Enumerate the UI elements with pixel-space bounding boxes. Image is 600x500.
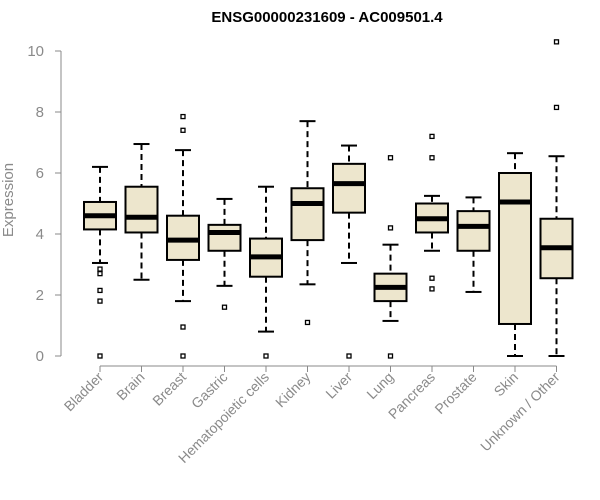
y-tick-label: 2 bbox=[36, 287, 44, 304]
box-gastric bbox=[207, 197, 242, 310]
outlier-point bbox=[97, 270, 103, 277]
outlier-point bbox=[553, 39, 560, 45]
y-tick-label: 4 bbox=[36, 226, 44, 243]
x-tick-label: Bladder bbox=[61, 369, 107, 415]
box-skin bbox=[498, 152, 532, 357]
outlier-point bbox=[97, 298, 103, 304]
box-hematopoietic-cells bbox=[249, 185, 283, 359]
box-iqr bbox=[290, 187, 325, 242]
x-tick-label: Brain bbox=[113, 369, 147, 403]
box-iqr bbox=[456, 210, 491, 252]
box-kidney bbox=[290, 120, 325, 326]
outlier-point bbox=[304, 319, 311, 326]
x-tick-label: Prostate bbox=[431, 369, 479, 417]
outlier-point bbox=[429, 133, 435, 140]
x-tick-label: Liver bbox=[322, 369, 355, 402]
box-prostate bbox=[456, 196, 491, 293]
box-pancreas bbox=[415, 133, 449, 292]
box-iqr bbox=[332, 162, 366, 214]
y-axis-ticks: 0 2 4 6 8 10 bbox=[27, 43, 61, 365]
outlier-point bbox=[221, 304, 228, 310]
box-liver bbox=[332, 144, 366, 359]
outlier-point bbox=[429, 155, 435, 161]
x-tick-label: Lung bbox=[363, 369, 396, 402]
outlier-point bbox=[346, 353, 352, 359]
box-series bbox=[83, 39, 574, 359]
x-tick-label: Unknown / Other bbox=[477, 369, 563, 455]
y-tick-label: 8 bbox=[36, 104, 44, 121]
box-iqr bbox=[498, 172, 532, 325]
box-unknown-other bbox=[539, 39, 574, 357]
outlier-point bbox=[387, 155, 394, 161]
outlier-point bbox=[180, 127, 186, 133]
box-brain bbox=[124, 143, 159, 281]
outlier-point bbox=[263, 353, 269, 359]
box-lung bbox=[373, 155, 408, 359]
box-bladder bbox=[83, 165, 117, 359]
outlier-point bbox=[180, 324, 186, 330]
outlier-point bbox=[97, 287, 103, 294]
x-tick-label: Breast bbox=[149, 369, 189, 409]
y-tick-label: 10 bbox=[27, 43, 44, 60]
outlier-point bbox=[429, 275, 435, 281]
outlier-point bbox=[97, 266, 103, 272]
y-tick-label: 0 bbox=[36, 348, 44, 365]
box-iqr bbox=[124, 185, 159, 234]
y-tick-label: 6 bbox=[36, 165, 44, 182]
chart-title: ENSG00000231609 - AC009501.4 bbox=[211, 9, 443, 26]
outlier-point bbox=[429, 286, 435, 292]
y-axis-label: Expression bbox=[0, 163, 17, 237]
x-tick-label: Skin bbox=[491, 369, 522, 400]
outlier-point bbox=[180, 113, 186, 120]
outlier-point bbox=[387, 353, 394, 359]
box-iqr bbox=[207, 223, 242, 252]
box-breast bbox=[166, 113, 200, 359]
outlier-point bbox=[97, 353, 103, 359]
outlier-point bbox=[180, 353, 186, 359]
outlier-point bbox=[387, 225, 394, 231]
x-tick-label: Kidney bbox=[272, 369, 314, 411]
outlier-point bbox=[553, 104, 560, 111]
